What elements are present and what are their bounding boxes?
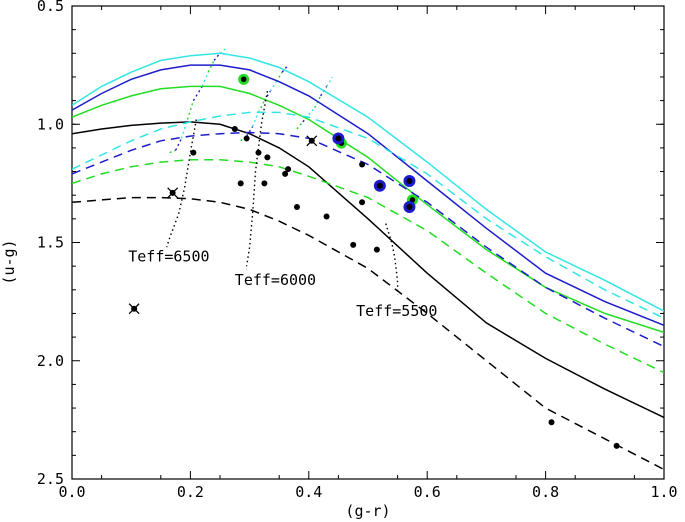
point-black (293, 204, 300, 211)
teff-6000-line-segment (275, 71, 283, 83)
teff-5500-line-segment (325, 76, 334, 87)
x-tick-label: 0.0 (58, 483, 85, 501)
point-blue-center (335, 135, 342, 142)
teff-6500-line-segment (186, 100, 195, 120)
x-tick-label: 0.4 (295, 483, 322, 501)
teff-6500-line-segment (219, 48, 227, 54)
series-line-blue-solid (72, 64, 664, 326)
teff-6000-line-segment (281, 64, 289, 73)
y-tick-label: 0.5 (37, 0, 64, 15)
series-line-green-dashed (72, 158, 664, 374)
teff-curve-0 (166, 119, 197, 248)
point-cross-line (306, 135, 318, 147)
x-tick-label: 0.8 (532, 483, 559, 501)
point-blue-center (406, 178, 413, 185)
point-cross-line (128, 303, 140, 315)
series-line-cyan-dashed (72, 111, 664, 319)
annotation-teff-6500: Teff=6500 (128, 247, 209, 265)
point-black (350, 241, 357, 248)
point-black (282, 170, 289, 177)
plot-frame (71, 5, 665, 480)
point-black (255, 149, 262, 156)
annotation-teff-5500: Teff=5500 (356, 302, 437, 320)
point-black (359, 199, 366, 206)
y-tick-label: 1.0 (37, 115, 64, 133)
teff-6500-line-segment (192, 86, 203, 101)
teff-6000-line-segment (257, 100, 266, 113)
x-axis-label: (g-r) (345, 502, 390, 520)
x-tick-label: 0.6 (414, 483, 441, 501)
x-tick-label: 0.2 (177, 483, 204, 501)
point-black (373, 246, 380, 253)
point-blue-center (376, 182, 383, 189)
point-black (190, 149, 197, 156)
series-line-cyan-solid (72, 52, 664, 312)
teff-6000-line-segment (269, 81, 277, 92)
teff-6500-line-segment (207, 60, 215, 73)
point-black (359, 161, 366, 168)
y-tick-label: 2.0 (37, 352, 64, 370)
x-tick-label: 1.0 (650, 483, 677, 501)
teff-6500-line-segment (213, 52, 221, 61)
point-blue-center (406, 204, 413, 211)
series-line-black-dashed (72, 196, 664, 471)
point-black (613, 442, 620, 449)
teff-6500-line-segment (201, 71, 209, 87)
y-tick-label: 2.5 (37, 470, 64, 488)
teff-6500-line-segment (169, 149, 176, 154)
teff-curve-1 (245, 90, 269, 267)
point-green-center (240, 76, 247, 83)
point-black (231, 125, 238, 132)
teff-6000-line-segment (251, 112, 260, 127)
series-line-black-solid (72, 121, 664, 419)
teff-6500-line-segment (174, 138, 183, 151)
point-black (323, 213, 330, 220)
y-axis-label: (u-g) (0, 239, 18, 284)
point-black (285, 166, 292, 173)
point-black (261, 180, 268, 187)
series-line-blue-dashed (72, 131, 664, 348)
point-black (548, 419, 555, 426)
point-black (237, 180, 244, 187)
annotation-teff-6000: Teff=6000 (235, 271, 316, 289)
teff-5500-line-segment (302, 114, 310, 123)
teff-6000-line-segment (246, 126, 254, 137)
point-cross-line (167, 187, 179, 199)
point-black (243, 135, 250, 142)
teff-5500-line-segment (296, 121, 304, 130)
teff-5500-line-segment (308, 107, 316, 116)
y-tick-label: 1.5 (37, 234, 64, 252)
teff-curve-2 (385, 223, 399, 295)
point-black (264, 154, 271, 161)
